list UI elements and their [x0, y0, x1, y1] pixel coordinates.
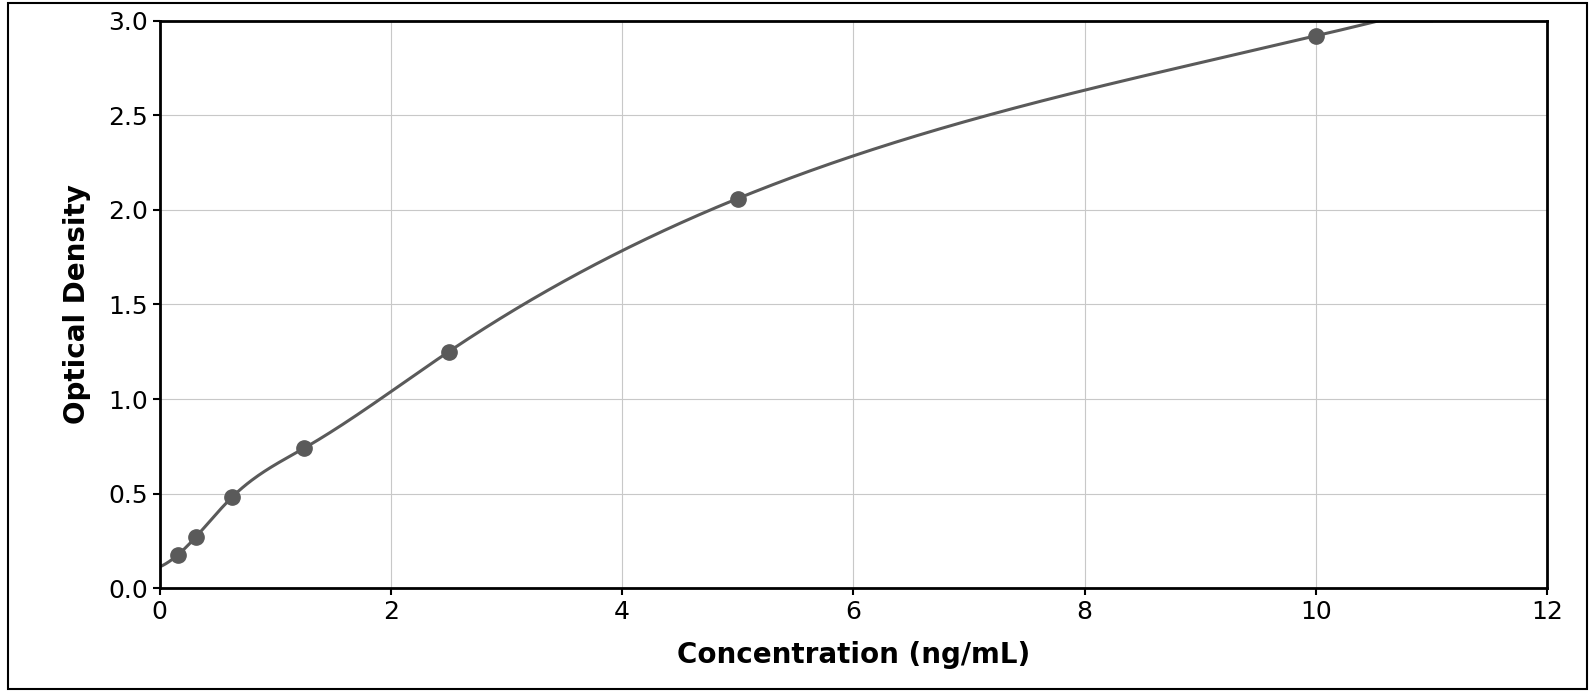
Y-axis label: Optical Density: Optical Density [64, 185, 91, 424]
Point [724, 193, 751, 204]
Point [183, 531, 209, 543]
Point [292, 443, 317, 454]
X-axis label: Concentration (ng/mL): Concentration (ng/mL) [676, 641, 1030, 668]
Point [164, 549, 190, 561]
Point [219, 492, 244, 503]
Point [1303, 30, 1329, 42]
Point [435, 346, 461, 357]
